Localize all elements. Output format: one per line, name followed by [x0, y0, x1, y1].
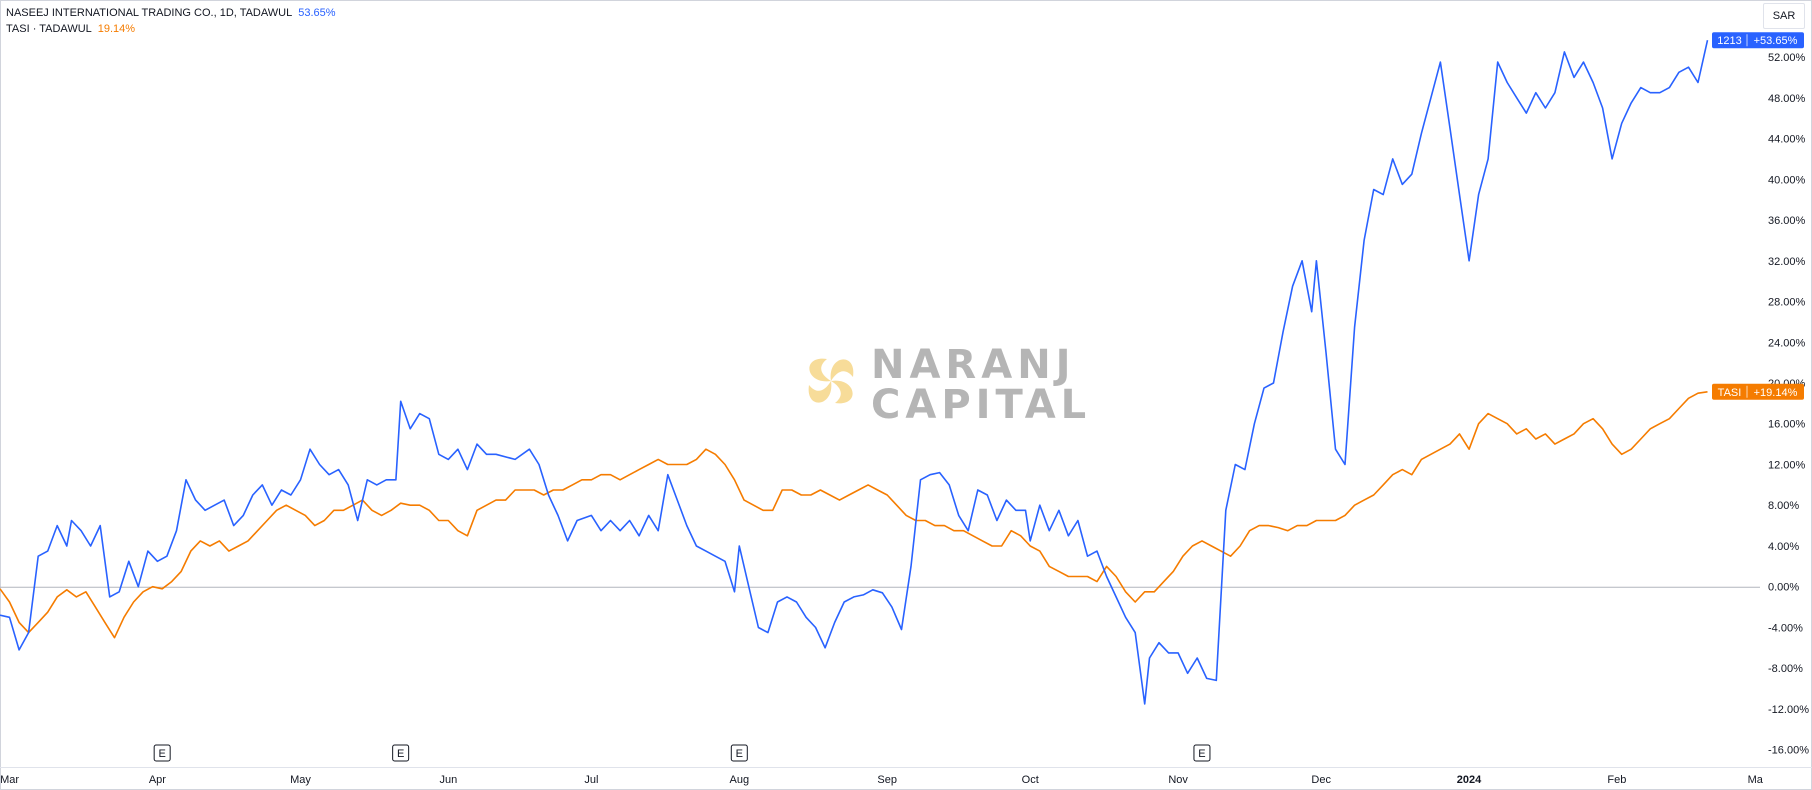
x-tick-label: Feb [1607, 774, 1626, 786]
x-tick-label: Jul [584, 774, 598, 786]
event-label: E [736, 748, 743, 760]
legend-series-change: 53.65% [298, 7, 336, 19]
legend-row-tasi[interactable]: TASI · TADAWUL 19.14% [6, 22, 135, 36]
logo-petal [809, 358, 831, 382]
x-tick-label: Dec [1311, 774, 1331, 786]
y-tick-label: 44.00% [1768, 134, 1806, 146]
x-tick-label: Mar [0, 774, 19, 786]
earnings-event-marker[interactable]: E [1193, 744, 1211, 762]
series-layer [0, 40, 1709, 705]
x-tick-label: Ma [1748, 774, 1764, 786]
y-tick-label: 16.00% [1768, 419, 1806, 431]
earnings-event-marker[interactable]: E [730, 744, 748, 762]
badge-value: +53.65% [1754, 35, 1798, 47]
x-tick-label: Jun [439, 774, 457, 786]
y-tick-label: 32.00% [1768, 256, 1806, 268]
y-tick-label: -8.00% [1768, 663, 1803, 675]
earnings-event-marker[interactable]: E [153, 744, 171, 762]
legend-series-name: NASEEJ INTERNATIONAL TRADING CO., 1D, TA… [6, 7, 293, 19]
watermark-line-2: CAPITAL [871, 382, 1091, 428]
series-line-tasi [0, 391, 1708, 639]
y-tick-label: 12.00% [1768, 459, 1806, 471]
y-tick-label: 0.00% [1768, 582, 1799, 594]
y-tick-label: -4.00% [1768, 622, 1803, 634]
series-line-naseej-international-trading-co [0, 40, 1709, 705]
legend-row-naseej[interactable]: NASEEJ INTERNATIONAL TRADING CO., 1D, TA… [6, 6, 336, 20]
x-tick-label: Sep [877, 774, 897, 786]
y-tick-label: 48.00% [1768, 93, 1806, 105]
last-value-badge: 1213 +53.65% [1712, 32, 1804, 49]
y-tick-label: -16.00% [1768, 745, 1809, 757]
logo-petal [808, 381, 832, 403]
y-tick-label: 4.00% [1768, 541, 1799, 553]
badge-symbol: TASI [1718, 387, 1742, 399]
logo-petal [830, 359, 854, 381]
legend-series-change: 19.14% [97, 23, 136, 35]
y-tick-label: -12.00% [1768, 704, 1809, 716]
last-value-badge: TASI +19.14% [1712, 383, 1804, 400]
legend-series-name: TASI · TADAWUL [6, 23, 92, 35]
event-label: E [1198, 748, 1205, 760]
y-tick-label: 52.00% [1768, 52, 1806, 64]
y-tick-label: 40.00% [1768, 174, 1806, 186]
x-tick-label: 2024 [1457, 774, 1482, 786]
y-tick-label: 8.00% [1768, 500, 1799, 512]
badge-symbol: 1213 [1717, 35, 1741, 47]
logo-petal [831, 380, 853, 404]
x-tick-label: Oct [1022, 774, 1039, 786]
x-tick-label: May [290, 774, 311, 786]
last-value-badges: 1213 +53.65% TASI +19.14% [1712, 32, 1804, 400]
event-label: E [397, 748, 404, 760]
badge-value: +19.14% [1754, 387, 1798, 399]
watermark-line-1: NARANJ [871, 342, 1076, 388]
y-tick-label: 28.00% [1768, 297, 1806, 309]
time-axis[interactable]: Mar Apr May Jun Jul Aug Sep Oct Nov Dec 2024 Feb Ma [0, 774, 1764, 786]
y-tick-label: 36.00% [1768, 215, 1806, 227]
earnings-event-marker[interactable]: E [392, 744, 410, 762]
x-tick-label: Apr [149, 774, 166, 786]
price-axis[interactable]: 56.00%52.00%48.00%44.00%40.00%36.00%32.0… [1768, 11, 1809, 756]
y-tick-label: 24.00% [1768, 337, 1806, 349]
currency-selector[interactable]: SAR [1763, 3, 1805, 29]
x-tick-label: Aug [730, 774, 750, 786]
event-label: E [158, 748, 165, 760]
x-tick-label: Nov [1168, 774, 1188, 786]
